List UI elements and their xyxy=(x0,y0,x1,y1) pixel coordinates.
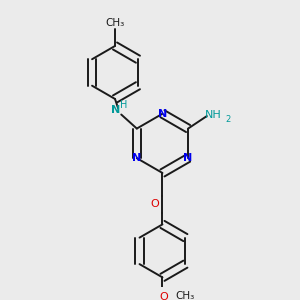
Text: O: O xyxy=(159,292,168,300)
Text: H: H xyxy=(120,100,127,110)
Text: 2: 2 xyxy=(225,115,230,124)
Text: CH₃: CH₃ xyxy=(105,18,124,28)
Text: N: N xyxy=(111,106,120,116)
Text: N: N xyxy=(184,153,193,163)
Text: N: N xyxy=(158,109,167,119)
Text: O: O xyxy=(150,199,159,209)
Text: CH₃: CH₃ xyxy=(175,291,194,300)
Text: NH: NH xyxy=(205,110,222,119)
Text: N: N xyxy=(132,153,142,163)
